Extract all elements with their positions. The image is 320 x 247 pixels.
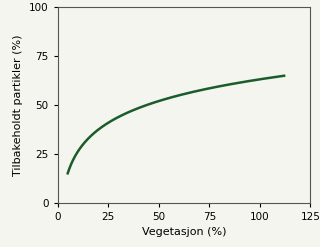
Y-axis label: Tilbakeholdt partikler (%): Tilbakeholdt partikler (%) (13, 34, 23, 176)
X-axis label: Vegetasjon (%): Vegetasjon (%) (142, 227, 226, 237)
